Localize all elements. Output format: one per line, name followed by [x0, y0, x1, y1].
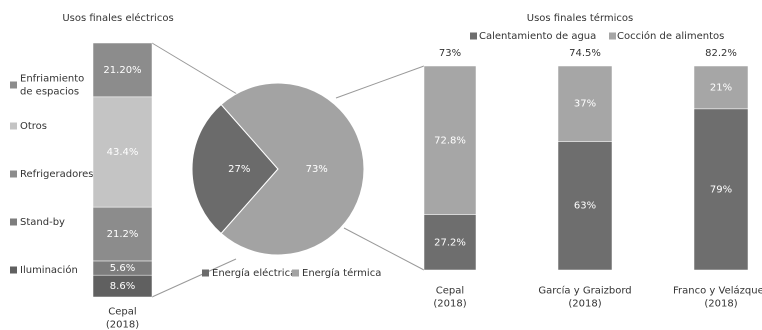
- data-label: 8.6%: [110, 281, 135, 292]
- legend-marker: [10, 218, 17, 226]
- legend-label: Stand-by: [20, 217, 65, 228]
- data-label: 43.4%: [107, 147, 139, 158]
- legend-label: Refrigeradores: [20, 169, 94, 180]
- connector: [151, 258, 237, 298]
- data-label: 63%: [574, 201, 596, 212]
- legend-label: Iluminación: [20, 264, 78, 276]
- bar-segment: [423, 65, 477, 215]
- data-label: 21.20%: [103, 65, 141, 76]
- legend-marker: [470, 32, 477, 40]
- connector: [335, 65, 425, 99]
- total-label: 82.2%: [705, 48, 737, 59]
- legend-marker: [609, 32, 616, 40]
- total-label: 74.5%: [569, 48, 601, 59]
- bar-segment: [557, 65, 613, 142]
- pie-slice: [220, 82, 365, 256]
- legend-label: Otros: [20, 121, 47, 132]
- legend-label: Enfriamiento de espacios: [20, 74, 84, 98]
- bar-segment: [92, 42, 153, 98]
- data-label: 37%: [574, 99, 596, 110]
- legend-marker: [202, 269, 209, 277]
- data-label: 73%: [306, 164, 328, 175]
- x-tick-label: García y Graizbord (2018): [538, 285, 631, 310]
- connector: [343, 227, 425, 271]
- bar-segment: [92, 96, 153, 208]
- x-tick-label: Cepal (2018): [433, 286, 466, 310]
- legend-marker: [10, 266, 17, 274]
- bar-segment: [423, 214, 477, 271]
- legend-marker: [292, 269, 299, 277]
- legend-label: Energía térmica: [302, 267, 381, 279]
- bar-segment: [557, 141, 613, 271]
- data-label: 21%: [710, 82, 732, 93]
- legend-label: Cocción de alimentos: [617, 30, 724, 42]
- data-label: 79%: [710, 184, 732, 195]
- x-tick-label: Cepal (2018): [106, 307, 139, 330]
- legend-marker: [10, 170, 17, 178]
- legend-label: Calentamiento de agua: [479, 31, 596, 42]
- bar-segment: [92, 206, 153, 262]
- legend-label: Energía eléctrica: [212, 267, 296, 279]
- chart-title: Usos finales eléctricos: [62, 12, 173, 24]
- pie-slice: [191, 103, 279, 235]
- data-label: 27%: [228, 164, 250, 175]
- data-label: 27.2%: [434, 237, 466, 248]
- data-label: 5.6%: [110, 263, 135, 274]
- chart-title: Usos finales térmicos: [527, 12, 633, 24]
- data-label: 72.8%: [434, 135, 466, 146]
- bar-segment: [693, 65, 749, 110]
- x-tick-label: Franco y Velázquez (2018): [673, 285, 762, 310]
- legend-marker: [10, 81, 17, 89]
- legend-marker: [10, 122, 17, 130]
- total-label: 73%: [439, 48, 461, 59]
- data-label: 21.2%: [107, 229, 139, 240]
